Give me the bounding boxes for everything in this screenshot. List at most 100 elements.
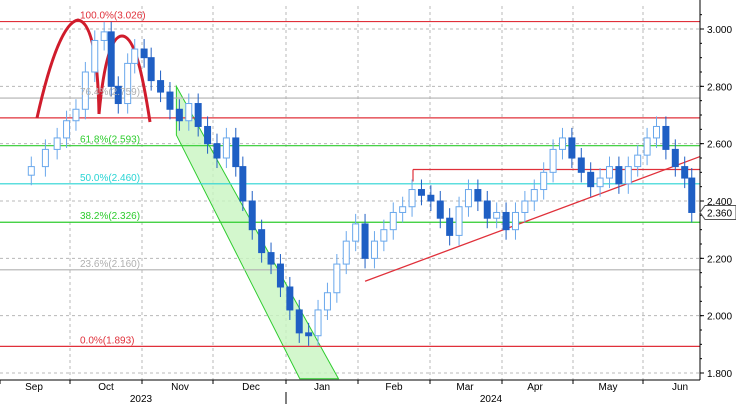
y-tick-label: 3.000 <box>707 25 732 36</box>
y-tick-label: 2.600 <box>707 140 732 151</box>
candle-body <box>41 148 49 168</box>
candle-body <box>483 200 491 219</box>
candle-body <box>596 177 604 188</box>
candle-body <box>248 200 256 231</box>
candle-body <box>370 240 378 259</box>
candle-body <box>502 211 510 231</box>
candle-body <box>417 189 425 196</box>
candle-body <box>276 263 284 288</box>
candle-body <box>267 252 275 265</box>
candle-body <box>634 154 642 168</box>
candle-body <box>521 200 529 213</box>
fib-level-label: 38.2%(2.326) <box>80 211 140 222</box>
fib-level-label: 100.0%(3.026) <box>80 11 146 22</box>
candle-body <box>157 80 165 93</box>
fib-level-label: 61.8%(2.593) <box>80 135 140 146</box>
candle-body <box>314 309 322 337</box>
fib-level-label: 50.0%(2.460) <box>80 173 140 184</box>
level-labels: 100.0%(3.026) 76.4%(2.759) 61.8%(2.593) 50.… <box>80 11 146 347</box>
candle-body <box>114 85 122 105</box>
fib-level-label: 0.0%(1.893) <box>80 335 134 346</box>
candle-body <box>323 292 331 311</box>
candle-body <box>124 62 132 105</box>
candle-body <box>540 171 548 191</box>
candle-body <box>333 263 341 294</box>
x-year-label: 2023 <box>130 394 153 404</box>
candle-body <box>652 125 660 139</box>
last-price-label: 2.360 <box>707 208 732 219</box>
last-price-marker <box>699 204 736 220</box>
candle-body <box>399 206 407 213</box>
candle-body <box>671 148 679 168</box>
candle-body <box>436 200 444 219</box>
candle-body <box>100 31 108 41</box>
candles <box>27 21 696 346</box>
candle-body <box>511 211 519 231</box>
candle-body <box>131 48 139 64</box>
candle-body <box>427 194 435 202</box>
x-month-label: Dec <box>242 382 260 393</box>
candle-body <box>643 137 651 156</box>
y-tick-label: 2.800 <box>707 82 732 93</box>
channel-fill <box>175 84 340 380</box>
pattern-shoulder-arc <box>97 34 152 123</box>
candle-body <box>204 125 212 145</box>
x-month-label: Mar <box>456 382 474 393</box>
y-tick-label: 1.800 <box>707 369 732 380</box>
candle-body <box>361 223 369 259</box>
candle-body <box>53 137 61 150</box>
candle-body <box>464 189 472 208</box>
candle-body <box>389 211 397 231</box>
candle-body <box>558 137 566 150</box>
candle-body <box>549 148 557 173</box>
x-month-label: Oct <box>98 382 114 393</box>
candle-body <box>140 48 148 59</box>
fib-level-label: 76.4%(2.759) <box>80 87 140 98</box>
candle-body <box>213 143 221 159</box>
candle-body <box>408 189 416 208</box>
candle-body <box>91 39 99 73</box>
grid <box>0 6 700 380</box>
candle-body <box>352 223 360 242</box>
x-year-label: 2024 <box>480 394 503 404</box>
candle-body <box>615 166 623 185</box>
x-month-label: Feb <box>385 382 403 393</box>
candle-body <box>662 125 670 150</box>
candle-body <box>605 166 613 179</box>
candle-body <box>342 240 350 265</box>
y-tick-label: 2.200 <box>707 254 732 265</box>
candle-body <box>568 137 576 159</box>
candle-body <box>81 71 89 110</box>
x-month-label: Jan <box>314 382 330 393</box>
candle-body <box>624 166 632 185</box>
trendline <box>364 155 701 282</box>
candle-body <box>493 211 501 219</box>
candle-body <box>185 103 193 122</box>
candle-body <box>474 189 482 202</box>
candle-body <box>305 332 313 337</box>
candle-body <box>63 120 71 139</box>
candle-body <box>232 137 240 168</box>
y-tick-label: 2.000 <box>707 312 732 323</box>
y-tick-label: 2.400 <box>707 197 732 208</box>
x-month-label: Jun <box>672 382 688 393</box>
candle-body <box>286 286 294 311</box>
candle-body <box>175 108 183 122</box>
candle-body <box>194 103 202 127</box>
x-month-label: Nov <box>171 382 189 393</box>
candle-body <box>380 229 388 242</box>
candle-body <box>239 166 247 202</box>
x-month-label: Sep <box>25 382 43 393</box>
candle-body <box>258 229 266 254</box>
candle-body <box>147 57 155 82</box>
chart-overlays <box>0 18 701 380</box>
candle-body <box>72 108 80 122</box>
x-month-label: May <box>599 382 618 393</box>
candle-body <box>587 171 595 188</box>
x-month-label: Apr <box>527 382 543 393</box>
candle-body <box>166 91 174 110</box>
candle-body <box>530 189 538 202</box>
candle-body <box>222 137 230 159</box>
